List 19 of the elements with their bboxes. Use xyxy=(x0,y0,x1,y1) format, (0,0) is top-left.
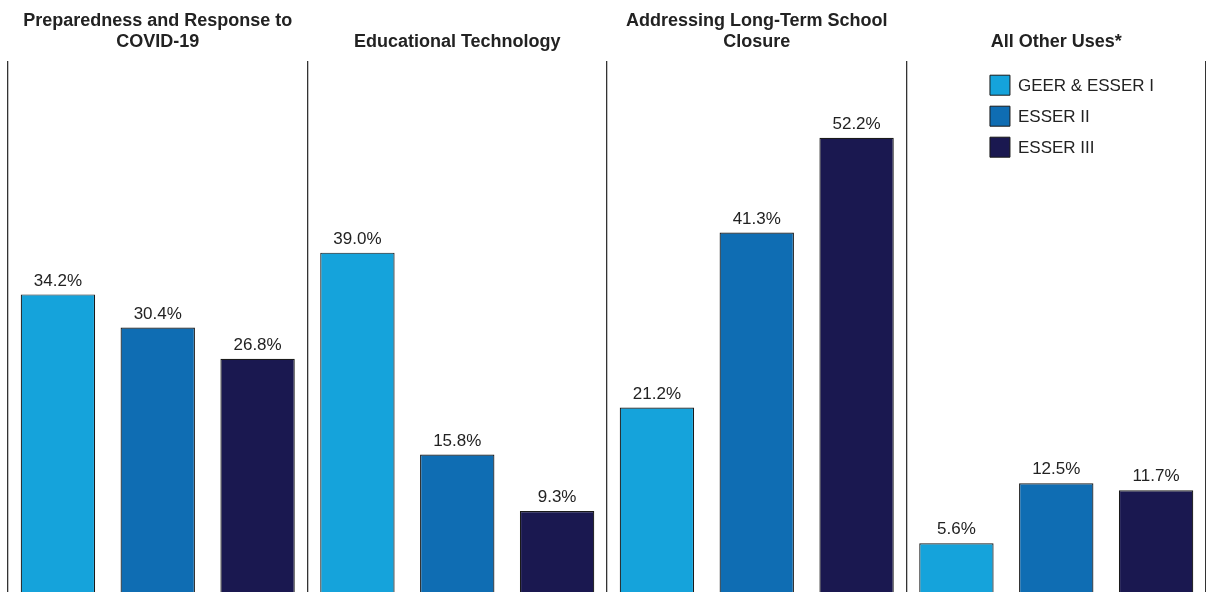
x-tick-label: All Other Uses* xyxy=(990,31,1122,52)
data-label: 30.4% xyxy=(133,303,182,323)
data-label: 41.3% xyxy=(732,208,781,228)
data-label: 21.2% xyxy=(632,383,682,403)
legend-label: ESSER II xyxy=(1017,106,1090,126)
legend-label: ESSER III xyxy=(1017,137,1095,157)
data-label: 5.6% xyxy=(937,519,976,539)
x-tick-label: Educational Technology xyxy=(353,31,561,52)
data-label: 26.8% xyxy=(233,334,282,354)
x-tick-label: Preparedness and Response to COVID-19 xyxy=(23,9,293,52)
data-label: 11.7% xyxy=(1132,466,1180,486)
legend-label: GEER & ESSER I xyxy=(1017,75,1155,95)
data-label: 15.8% xyxy=(433,430,482,450)
data-label: 39.0% xyxy=(333,228,382,248)
x-tick-label: Addressing Long-Term School Closure xyxy=(625,9,888,52)
data-label: 52.2% xyxy=(832,113,881,133)
data-label: 34.2% xyxy=(33,270,83,290)
data-label: 9.3% xyxy=(537,487,577,507)
data-label: 12.5% xyxy=(1032,459,1081,479)
